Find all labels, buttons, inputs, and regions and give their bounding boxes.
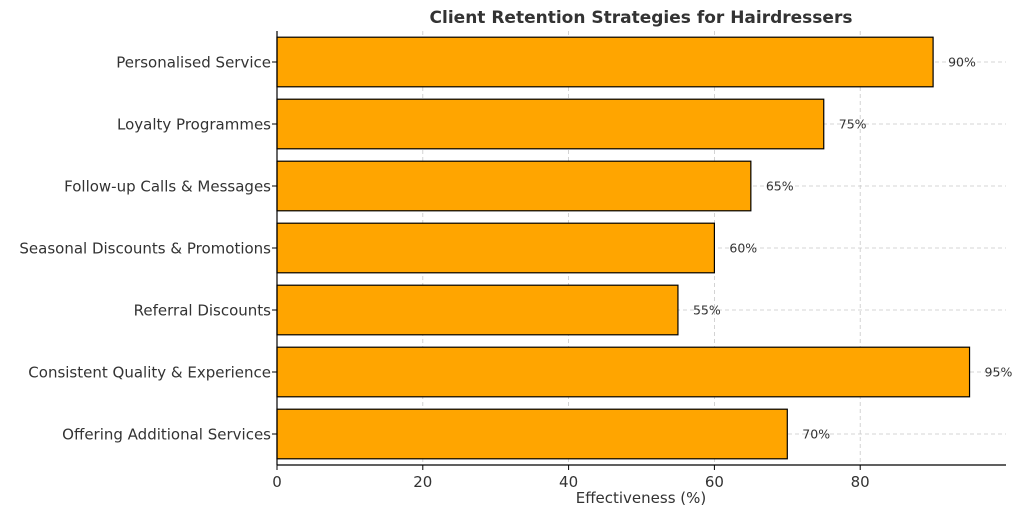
axis-layer: Personalised Service Loyalty Programmes Fo… bbox=[19, 31, 1006, 491]
category-label: Referral Discounts bbox=[134, 302, 272, 320]
value-label: 95% bbox=[985, 365, 1013, 380]
value-label: 90% bbox=[948, 55, 976, 70]
bar-layer: 90% 75% 65% 60% 55% 95% 70% bbox=[276, 36, 1013, 460]
x-axis-label: Effectiveness (%) bbox=[576, 489, 707, 507]
category-label: Consistent Quality & Experience bbox=[28, 364, 271, 382]
value-label: 55% bbox=[693, 303, 721, 318]
bar bbox=[276, 98, 825, 150]
x-tick-label: 40 bbox=[559, 473, 578, 491]
value-label: 60% bbox=[729, 241, 757, 256]
bar bbox=[276, 408, 788, 460]
category-label: Loyalty Programmes bbox=[117, 116, 271, 134]
category-label: Personalised Service bbox=[116, 54, 271, 72]
value-label: 65% bbox=[766, 179, 794, 194]
value-label: 70% bbox=[802, 427, 830, 442]
category-label: Seasonal Discounts & Promotions bbox=[19, 240, 271, 258]
category-label: Offering Additional Services bbox=[62, 426, 271, 444]
value-label: 75% bbox=[839, 117, 867, 132]
bar bbox=[276, 36, 934, 88]
category-label: Follow-up Calls & Messages bbox=[64, 178, 271, 196]
bar bbox=[276, 160, 752, 212]
x-tick-label: 0 bbox=[272, 473, 282, 491]
x-tick-label: 60 bbox=[705, 473, 724, 491]
x-tick-label: 20 bbox=[413, 473, 432, 491]
x-tick-label: 80 bbox=[851, 473, 870, 491]
bar bbox=[276, 222, 715, 274]
bar bbox=[276, 284, 679, 336]
bar bbox=[276, 346, 971, 398]
chart-title: Client Retention Strategies for Hairdres… bbox=[430, 8, 853, 28]
